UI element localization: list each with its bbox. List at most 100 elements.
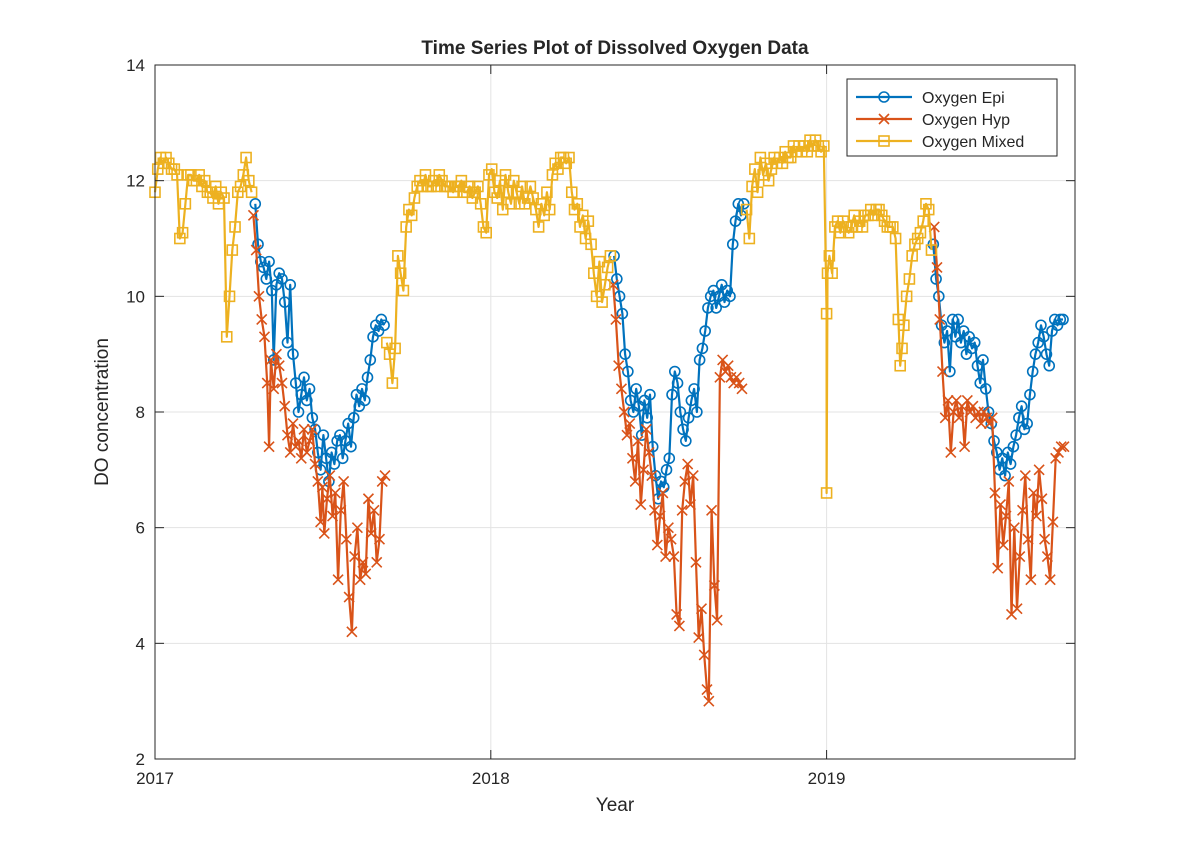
data-point-oxygen-hyp	[997, 539, 1009, 551]
data-point-oxygen-epi	[260, 273, 273, 285]
data-point-oxygen-hyp	[687, 470, 699, 482]
data-point-oxygen-hyp	[376, 475, 388, 487]
x-tick-label: 2018	[472, 769, 510, 788]
data-point-oxygen-hyp	[349, 551, 361, 563]
data-point-oxygen-hyp	[315, 516, 327, 528]
data-point-oxygen-epi	[378, 319, 390, 332]
data-point-oxygen-hyp	[1003, 475, 1015, 487]
x-tick-label: 2017	[136, 769, 174, 788]
series-line-oxygen-epi	[613, 202, 745, 500]
data-point-oxygen-hyp	[989, 487, 1001, 499]
data-point-oxygen-mixed	[826, 267, 838, 280]
data-point-oxygen-hyp	[1008, 522, 1020, 534]
data-point-oxygen-hyp	[673, 620, 685, 632]
data-point-oxygen-hyp	[624, 418, 636, 430]
data-point-oxygen-epi	[721, 284, 734, 297]
data-point-oxygen-mixed	[474, 198, 487, 210]
data-point-oxygen-hyp	[1011, 603, 1023, 615]
data-point-oxygen-hyp	[942, 394, 954, 406]
data-point-oxygen-hyp	[615, 383, 628, 395]
data-point-oxygen-mixed	[505, 198, 517, 210]
data-point-oxygen-epi	[693, 354, 706, 366]
data-point-oxygen-hyp	[671, 608, 683, 620]
data-point-oxygen-mixed	[245, 186, 258, 199]
data-point-oxygen-hyp	[733, 377, 745, 389]
data-point-oxygen-mixed	[925, 244, 938, 256]
data-point-oxygen-epi	[292, 406, 305, 418]
legend-label: Oxygen Hyp	[922, 112, 1010, 129]
data-point-oxygen-epi	[309, 423, 321, 436]
legend: Oxygen Epi Oxygen Hyp Oxygen Mixed	[846, 78, 1058, 157]
data-point-oxygen-mixed	[516, 180, 528, 193]
data-point-oxygen-hyp	[654, 510, 666, 522]
data-point-oxygen-hyp	[287, 418, 299, 430]
data-point-oxygen-epi	[345, 440, 357, 453]
data-point-oxygen-hyp	[657, 487, 669, 499]
data-point-oxygen-mixed	[226, 244, 239, 256]
data-point-oxygen-hyp	[321, 493, 333, 505]
data-point-oxygen-hyp	[1030, 510, 1042, 522]
data-point-oxygen-hyp	[676, 504, 688, 516]
data-point-oxygen-epi	[325, 446, 338, 459]
data-point-oxygen-hyp	[983, 418, 996, 430]
data-point-oxygen-hyp	[303, 435, 316, 447]
data-point-oxygen-hyp	[351, 522, 363, 534]
data-point-oxygen-epi	[361, 371, 374, 384]
data-point-oxygen-mixed	[762, 174, 775, 187]
data-point-oxygen-hyp	[662, 522, 674, 534]
data-point-oxygen-epi	[668, 365, 681, 378]
data-point-oxygen-hyp	[621, 429, 633, 441]
data-point-oxygen-hyp	[730, 371, 743, 383]
data-point-oxygen-hyp	[1036, 493, 1048, 505]
data-point-oxygen-epi	[952, 313, 964, 326]
data-point-oxygen-epi	[1021, 417, 1033, 430]
data-point-oxygen-hyp	[706, 504, 718, 516]
legend-marker	[878, 135, 890, 147]
data-point-oxygen-mixed	[604, 250, 617, 262]
data-point-oxygen-mixed	[405, 209, 418, 222]
data-point-oxygen-hyp	[340, 533, 352, 545]
data-point-oxygen-mixed	[563, 151, 575, 164]
data-point-oxygen-hyp	[637, 464, 650, 476]
data-point-oxygen-mixed	[386, 377, 399, 389]
data-point-oxygen-hyp	[736, 383, 748, 395]
data-point-oxygen-epi	[624, 394, 637, 407]
data-point-oxygen-hyp	[972, 406, 984, 418]
data-point-oxygen-mixed	[856, 221, 869, 233]
data-point-oxygen-epi	[941, 325, 953, 337]
data-point-oxygen-hyp	[1033, 464, 1045, 476]
data-point-oxygen-hyp	[1016, 504, 1029, 516]
data-point-oxygen-hyp	[309, 458, 321, 470]
data-point-oxygen-hyp	[635, 498, 647, 511]
data-point-oxygen-epi	[1004, 458, 1017, 470]
x-tick-label: 2019	[808, 769, 846, 788]
data-point-oxygen-epi	[611, 273, 623, 285]
data-point-oxygen-epi	[289, 377, 302, 389]
data-point-oxygen-mixed	[582, 215, 595, 227]
data-point-oxygen-mixed	[896, 342, 908, 355]
data-point-oxygen-hyp	[708, 579, 720, 592]
data-point-oxygen-mixed	[240, 151, 252, 164]
data-point-oxygen-epi	[966, 342, 978, 355]
data-point-oxygen-hyp	[273, 360, 285, 372]
data-point-oxygen-epi	[677, 423, 689, 436]
data-point-oxygen-epi	[1035, 319, 1047, 332]
data-point-oxygen-hyp	[626, 452, 639, 464]
data-point-oxygen-mixed	[914, 226, 927, 239]
data-point-oxygen-epi	[699, 325, 711, 337]
series-line-oxygen-epi	[254, 203, 386, 483]
data-point-oxygen-mixed	[223, 290, 236, 303]
data-point-oxygen-epi	[946, 313, 959, 326]
data-point-oxygen-epi	[375, 313, 388, 326]
legend-entry-oxygen-hyp: Oxygen Hyp	[856, 112, 1010, 129]
y-tick-label: 8	[136, 403, 145, 422]
data-point-oxygen-epi	[356, 383, 368, 395]
data-point-oxygen-epi	[671, 377, 684, 389]
data-point-oxygen-epi	[300, 394, 313, 407]
legend-marker	[878, 113, 890, 125]
data-point-oxygen-mixed	[408, 192, 421, 204]
legend-entry-oxygen-mixed: Oxygen Mixed	[856, 134, 1024, 151]
data-point-oxygen-hyp	[329, 487, 341, 499]
data-point-oxygen-mixed	[532, 221, 545, 233]
data-point-oxygen-epi	[303, 383, 316, 395]
